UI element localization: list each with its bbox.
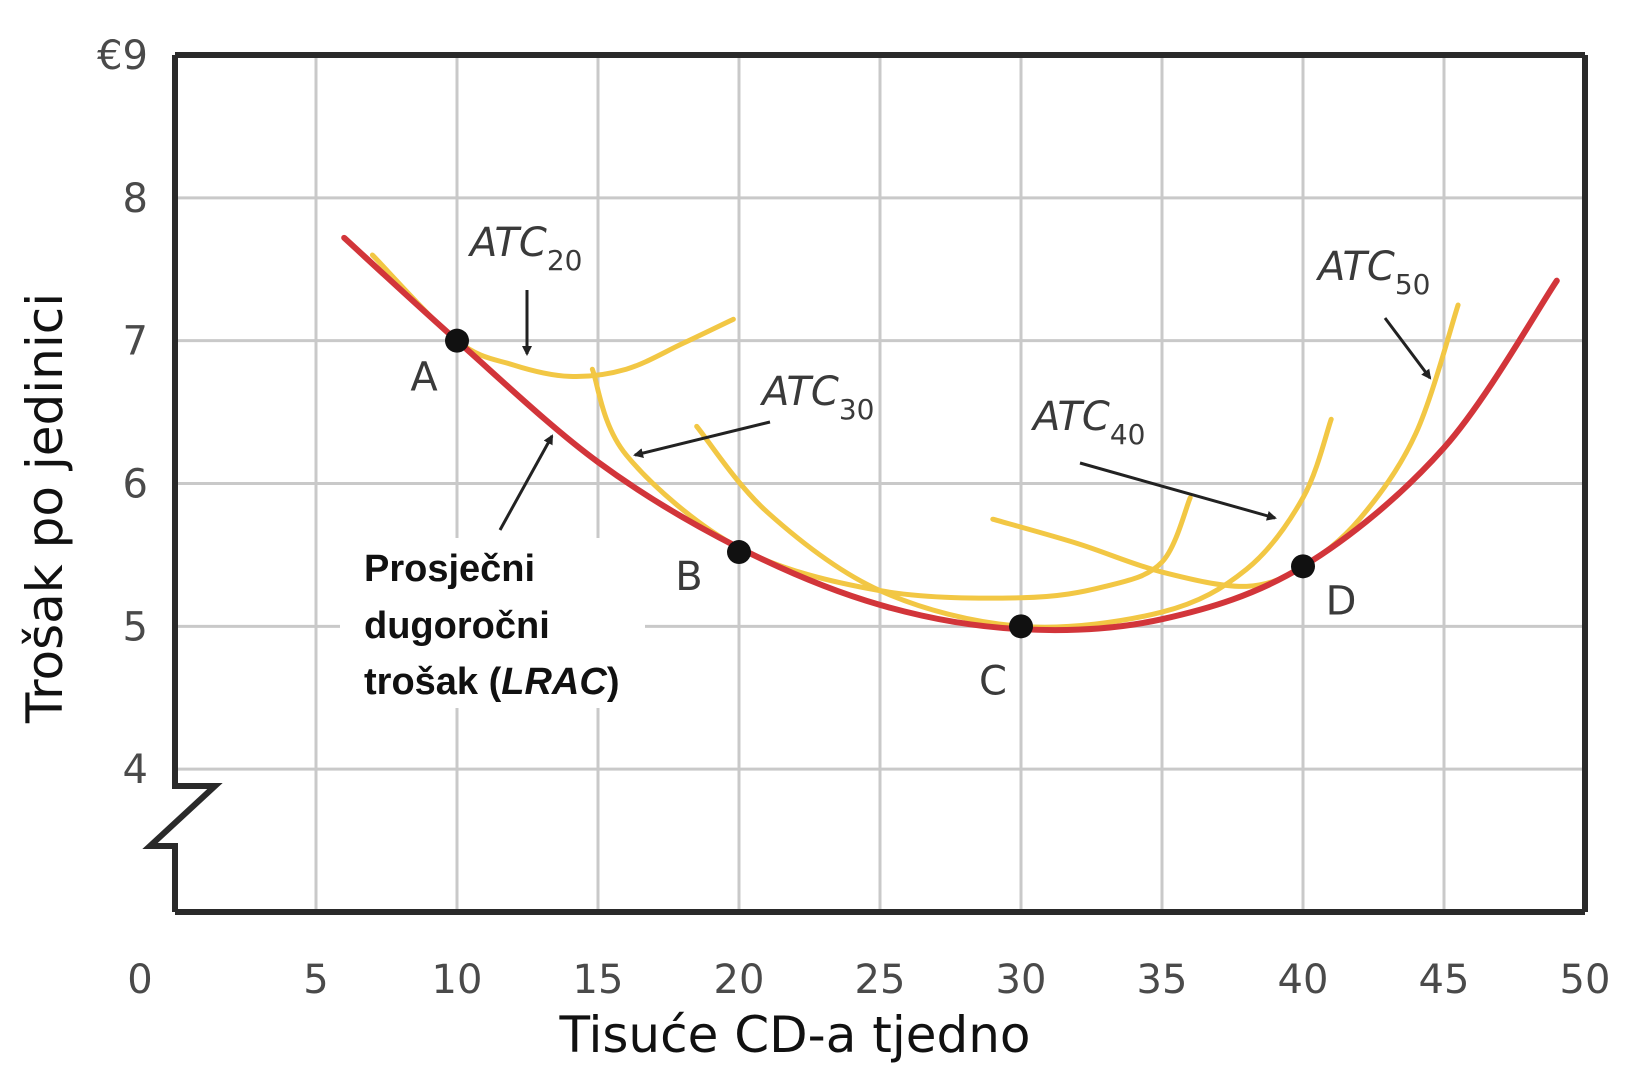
point-label-b: B — [675, 554, 702, 600]
label-main: ATC — [759, 369, 839, 415]
y-tick-label: €9 — [97, 33, 148, 79]
lrac-label-italic: LRAC — [501, 661, 607, 703]
point-label-c: C — [979, 658, 1007, 704]
lrac-label-line3: trošak (LRAC) — [364, 661, 619, 703]
label-atc40: ATC40 — [1030, 394, 1145, 451]
plot-frame — [142, 52, 1588, 915]
label-main: ATC — [1315, 244, 1395, 290]
ticks: 0 5 10 15 20 25 30 35 40 45 50 €9 8 7 6 5 4 — [97, 33, 1610, 1003]
x-tick-label: 15 — [573, 957, 624, 1003]
curve-atc — [694, 416, 1334, 630]
curve-lrac — [341, 234, 1560, 634]
curves — [341, 234, 1560, 634]
arrow — [1079, 461, 1277, 521]
points — [445, 328, 1315, 639]
y-tick-label: 6 — [123, 462, 148, 508]
label-atc30: ATC30 — [759, 369, 874, 426]
label-atc50: ATC50 — [1315, 244, 1430, 301]
x-tick-label: 5 — [303, 957, 328, 1003]
point-label-a: A — [410, 355, 438, 401]
x-tick-label: 10 — [432, 957, 483, 1003]
label-main: ATC — [467, 220, 547, 266]
arrow — [633, 420, 771, 458]
point-b — [727, 540, 751, 565]
annotation-arrows — [498, 290, 1432, 531]
y-tick-label: 7 — [123, 319, 148, 365]
label-main: ATC — [1030, 394, 1110, 440]
point-label-d: D — [1326, 578, 1357, 624]
point-d — [1291, 554, 1315, 579]
point-a — [445, 328, 469, 353]
x-tick-label: 50 — [1560, 957, 1611, 1003]
label-atc20: ATC20 — [467, 220, 582, 277]
arrow — [1383, 317, 1432, 380]
label-subscript: 20 — [547, 244, 583, 277]
x-tick-label: 45 — [1419, 957, 1470, 1003]
lrac-label-line2: dugoročni — [364, 605, 550, 647]
x-tick-label: 30 — [996, 957, 1047, 1003]
y-tick-label: 5 — [123, 604, 148, 650]
axis-break — [142, 55, 223, 912]
label-subscript: 50 — [1395, 268, 1431, 301]
lrac-label-suffix: ) — [607, 661, 620, 703]
x-tick-label: 20 — [714, 957, 765, 1003]
grid — [175, 55, 1585, 912]
x-tick-label: 0 — [127, 957, 152, 1003]
y-tick-label: 8 — [123, 176, 148, 222]
lrac-label-box — [340, 538, 645, 708]
x-tick-label: 35 — [1137, 957, 1188, 1003]
x-axis-title: Tisuće CD-a tjedno — [558, 1006, 1030, 1064]
x-tick-label: 25 — [855, 957, 906, 1003]
y-tick-label: 4 — [123, 747, 148, 793]
lrac-label-line1: Prosječni — [364, 548, 535, 590]
point-c — [1009, 614, 1033, 639]
label-subscript: 30 — [839, 393, 875, 426]
x-tick-label: 40 — [1278, 957, 1329, 1003]
lrac-label-prefix: trošak ( — [364, 661, 502, 703]
label-subscript: 40 — [1110, 418, 1146, 451]
arrow — [498, 434, 554, 531]
curve-atc30 — [589, 366, 1193, 601]
y-axis-title: Trošak po jedinici — [16, 293, 74, 724]
